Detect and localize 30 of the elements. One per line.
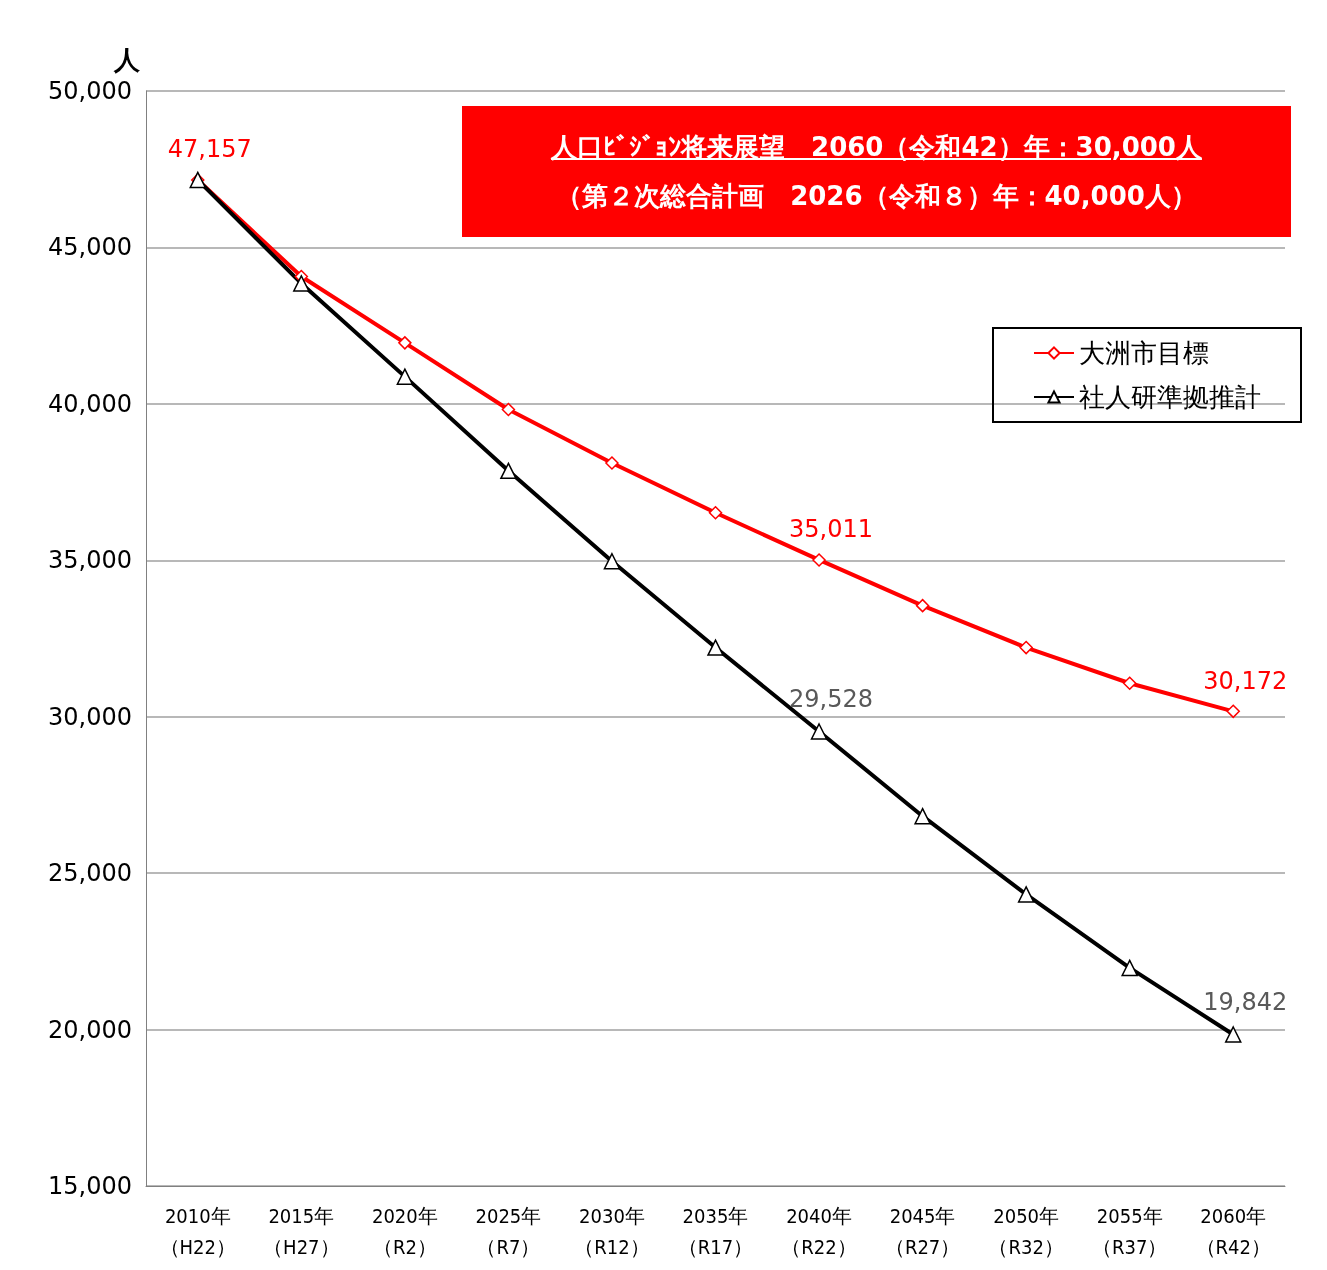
y-tick-label: 15,000 <box>48 1172 132 1200</box>
x-tick-label: 2030年（R12） <box>574 1203 650 1259</box>
data-label: 19,842 <box>1203 988 1288 1017</box>
y-tick-label: 40,000 <box>48 389 132 418</box>
legend-label: 大洲市目標 <box>1079 338 1209 368</box>
x-tick-label: 2055年（R37） <box>1091 1203 1168 1259</box>
y-axis-title: 人 <box>113 45 141 75</box>
x-tick-label: 2040年（R22） <box>781 1203 857 1259</box>
data-label: 30,172 <box>1203 666 1288 695</box>
x-tick-label: 2060年（R42） <box>1195 1203 1271 1259</box>
y-tick-label: 25,000 <box>48 859 132 888</box>
x-tick-label: 2025年（R7） <box>475 1203 542 1259</box>
x-tick-label: 2045年（R27） <box>884 1203 961 1259</box>
data-label: 35,011 <box>789 515 874 544</box>
x-tick-label: 2035年（R17） <box>677 1203 754 1259</box>
banner: 人口ﾋﾞｼﾞｮﾝ将来展望 2060（令和42）年：30,000人 （第２次総合計画 2026（令和８）年：40,000人） <box>462 106 1291 237</box>
y-tick-label: 35,000 <box>48 546 132 575</box>
x-tick-label: 2020年（R2） <box>371 1203 438 1259</box>
data-label: 47,157 <box>167 135 252 164</box>
y-tick-label: 45,000 <box>48 233 132 262</box>
x-tick-label: 2015年（H27） <box>263 1203 340 1259</box>
x-tick-label: 2050年（R32） <box>988 1203 1064 1259</box>
data-label: 29,528 <box>789 685 874 714</box>
y-tick-label: 30,000 <box>48 702 132 731</box>
y-tick-label: 20,000 <box>48 1015 132 1044</box>
annotation: 人口ﾋﾞｼﾞｮﾝ将来展望 2060（令和42）年：30,000人 <box>551 130 1202 164</box>
legend-label: 社人研準拠推計 <box>1079 382 1261 412</box>
x-tick-label: 2010年（H22） <box>159 1203 236 1259</box>
annotation: （第２次総合計画 2026（令和８）年：40,000人） <box>556 179 1197 213</box>
y-tick-label: 50,000 <box>48 77 132 105</box>
